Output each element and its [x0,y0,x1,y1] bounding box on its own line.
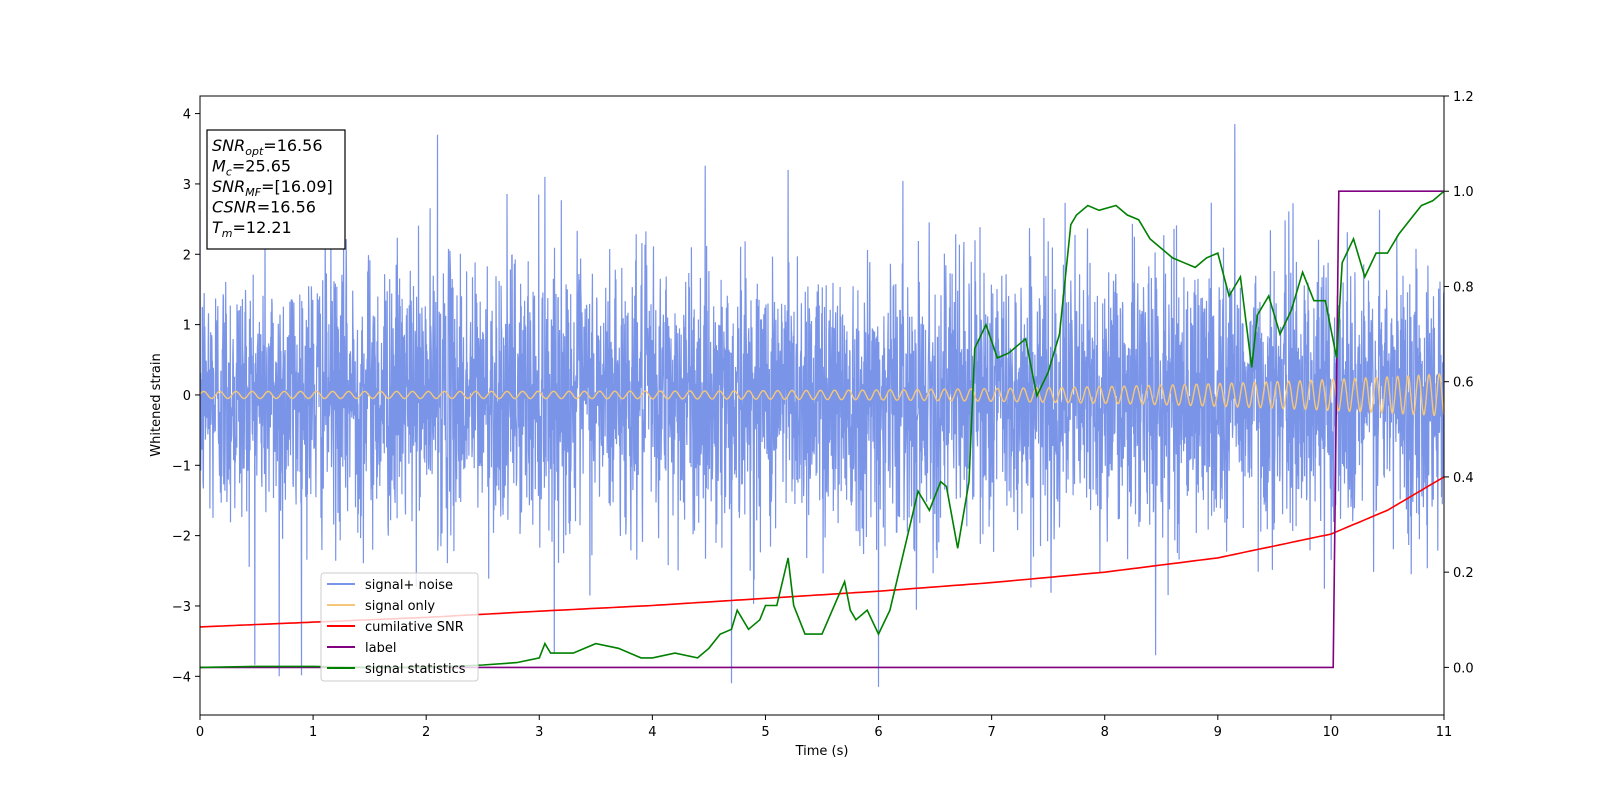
legend-label: label [365,641,396,656]
annotation-box: SNRopt=16.56Mc=25.65SNRMF=[16.09]CSNR=16… [206,129,346,250]
x-tick-label: 7 [987,725,995,740]
x-axis-label: Time (s) [795,744,849,759]
x-tick-label: 9 [1214,725,1222,740]
y2-tick-label: 1.0 [1453,185,1474,200]
x-tick-label: 6 [874,725,882,740]
x-tick-label: 3 [535,725,543,740]
y2-tick-label: 0.4 [1453,471,1474,486]
x-tick-label: 1 [309,725,317,740]
y2-tick-label: 0.2 [1453,566,1474,581]
annotation-line: Mc=25.65 [212,157,291,179]
annotation-line: CSNR=16.56 [212,198,316,217]
annotation-line: SNRMF=[16.09] [212,177,333,199]
y-tick-label: 2 [183,248,191,263]
legend-label: signal statistics [365,662,466,677]
y2-tick-label: 0.6 [1453,376,1474,391]
y-tick-label: −2 [172,530,191,545]
y-tick-label: 0 [183,389,191,404]
x-tick-label: 10 [1323,725,1340,740]
x-tick-label: 2 [422,725,430,740]
y-axis-label: Whitened strain [149,353,164,456]
axes-layer: 0 1 2 3 4 5 6 7 8 9 10 11 −4 −3 −2 −1 0 1 2 3 4 0.0 0.2 0.4 0.6 0… [172,90,1474,740]
x-tick-label: 8 [1101,725,1109,740]
annotation-frame [206,129,346,250]
x-tick-label: 0 [196,725,204,740]
legend-frame [320,572,479,682]
legend-label: cumilative SNR [365,620,464,635]
y2-tick-label: 0.8 [1453,280,1474,295]
series-line-signal-only [200,372,1444,417]
legend: signal+ noise signal only cumilative SNR la… [320,572,479,682]
y-tick-label: −3 [172,600,191,615]
x-tick-label: 4 [648,725,656,740]
plot-frame [199,95,1445,716]
annotation-line: SNRopt=16.56 [212,136,323,158]
y2-tick-label: 1.2 [1453,90,1474,105]
x-tick-label: 5 [761,725,769,740]
series-line-signal-statistics [200,190,1444,669]
x-tick-label: 11 [1436,725,1453,740]
series-line-label [200,190,1444,669]
y2-tick-label: 0.0 [1453,661,1474,676]
y-tick-label: 1 [183,319,191,334]
annotation-line: Tm=12.21 [212,218,292,240]
y-tick-label: 3 [183,178,191,193]
y-tick-label: 4 [183,108,191,123]
legend-label: signal+ noise [365,578,453,593]
series-line-signal-noise [200,124,1444,687]
y-tick-label: −1 [172,459,191,474]
y-tick-label: −4 [172,670,191,685]
legend-label: signal only [365,599,435,614]
